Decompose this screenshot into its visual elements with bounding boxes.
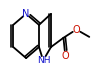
Text: O: O	[73, 24, 80, 35]
Text: NH: NH	[37, 56, 50, 65]
Text: O: O	[62, 51, 69, 61]
Text: N: N	[22, 9, 30, 19]
